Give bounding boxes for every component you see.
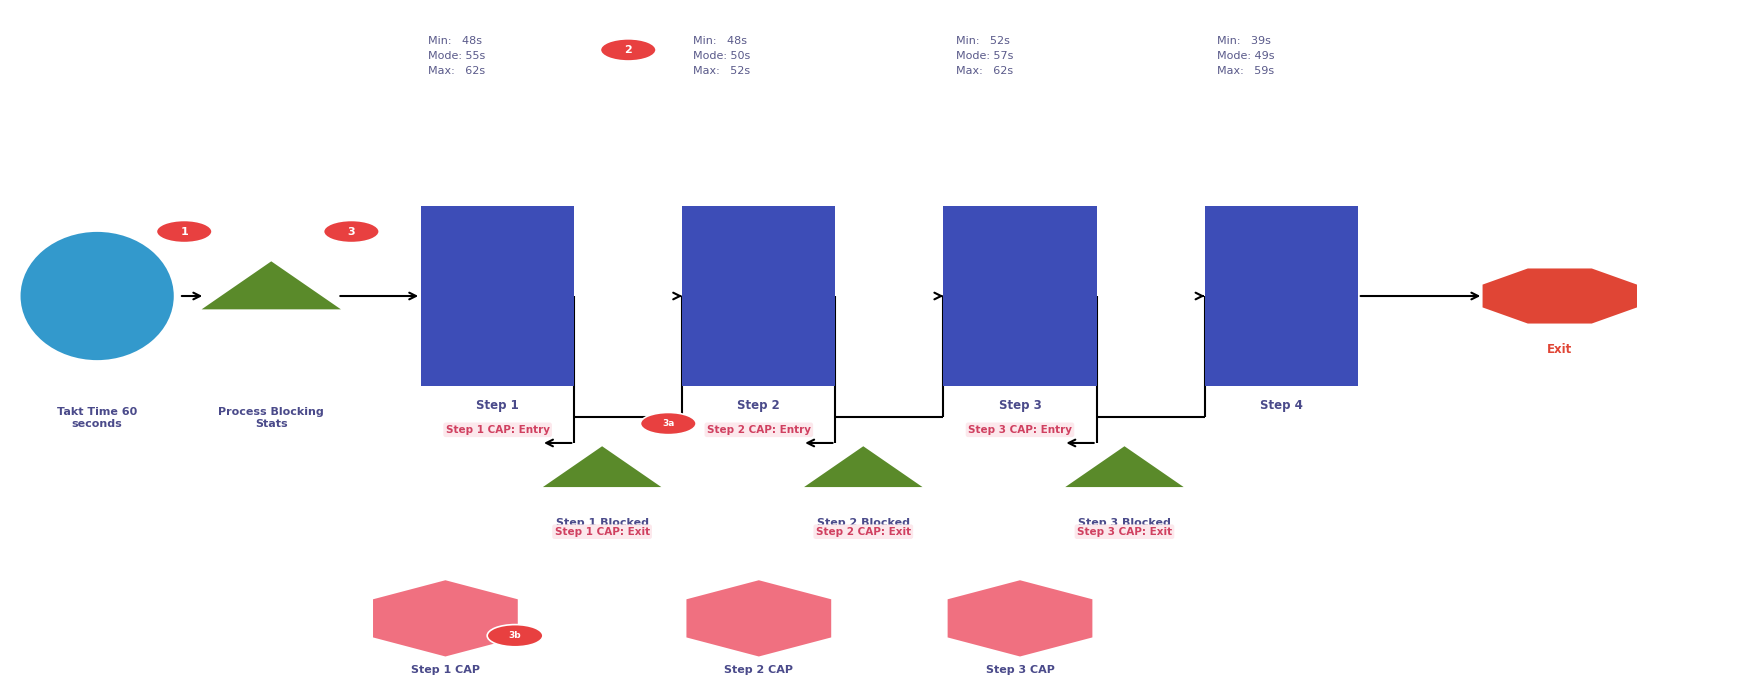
Text: Takt Time 60
seconds: Takt Time 60 seconds (58, 407, 138, 429)
Text: 1: 1 (180, 226, 188, 237)
Polygon shape (542, 446, 661, 487)
FancyBboxPatch shape (420, 206, 574, 386)
Text: Step 2 CAP: Exit: Step 2 CAP: Exit (816, 527, 910, 537)
Text: Min:   52s
Mode: 57s
Max:   62s: Min: 52s Mode: 57s Max: 62s (956, 36, 1013, 77)
Circle shape (640, 413, 696, 435)
Text: Step 3 CAP: Entry: Step 3 CAP: Entry (968, 425, 1073, 435)
Text: Step 4: Step 4 (1259, 399, 1303, 411)
FancyBboxPatch shape (682, 206, 835, 386)
Text: Step 2 Blocked: Step 2 Blocked (816, 518, 910, 528)
Text: Min:   48s
Mode: 55s
Max:   62s: Min: 48s Mode: 55s Max: 62s (427, 36, 485, 77)
Text: 3b: 3b (509, 631, 521, 640)
FancyBboxPatch shape (944, 206, 1097, 386)
Text: 2: 2 (624, 45, 631, 55)
Text: Step 1 CAP: Step 1 CAP (412, 665, 480, 675)
Text: Step 2: Step 2 (738, 399, 780, 411)
Text: Step 3 CAP: Exit: Step 3 CAP: Exit (1076, 527, 1172, 537)
Circle shape (324, 221, 378, 243)
Text: Step 3: Step 3 (999, 399, 1041, 411)
Circle shape (487, 624, 542, 647)
Polygon shape (202, 261, 340, 309)
Ellipse shape (21, 232, 174, 360)
Text: 3a: 3a (663, 419, 675, 428)
Polygon shape (947, 580, 1092, 656)
Polygon shape (804, 446, 923, 487)
Polygon shape (373, 580, 518, 656)
Text: Step 2 CAP: Step 2 CAP (724, 665, 794, 675)
Text: Min:   48s
Mode: 50s
Max:   52s: Min: 48s Mode: 50s Max: 52s (692, 36, 750, 77)
Polygon shape (687, 580, 832, 656)
Circle shape (600, 39, 656, 61)
Text: Exit: Exit (1547, 343, 1573, 356)
Text: Step 1: Step 1 (476, 399, 520, 411)
Text: Min:   39s
Mode: 49s
Max:   59s: Min: 39s Mode: 49s Max: 59s (1217, 36, 1275, 77)
Text: 3: 3 (347, 226, 356, 237)
Text: Step 1 CAP: Entry: Step 1 CAP: Entry (446, 425, 549, 435)
Text: Step 1 Blocked: Step 1 Blocked (556, 518, 649, 528)
Text: Process Blocking
Stats: Process Blocking Stats (218, 407, 324, 429)
Circle shape (157, 221, 213, 243)
Polygon shape (1482, 269, 1638, 324)
Text: Step 3 CAP: Step 3 CAP (985, 665, 1055, 675)
Text: Step 2 CAP: Entry: Step 2 CAP: Entry (706, 425, 811, 435)
Text: Step 1 CAP: Exit: Step 1 CAP: Exit (555, 527, 651, 537)
Text: Step 3 Blocked: Step 3 Blocked (1078, 518, 1170, 528)
Polygon shape (1066, 446, 1184, 487)
FancyBboxPatch shape (1205, 206, 1359, 386)
